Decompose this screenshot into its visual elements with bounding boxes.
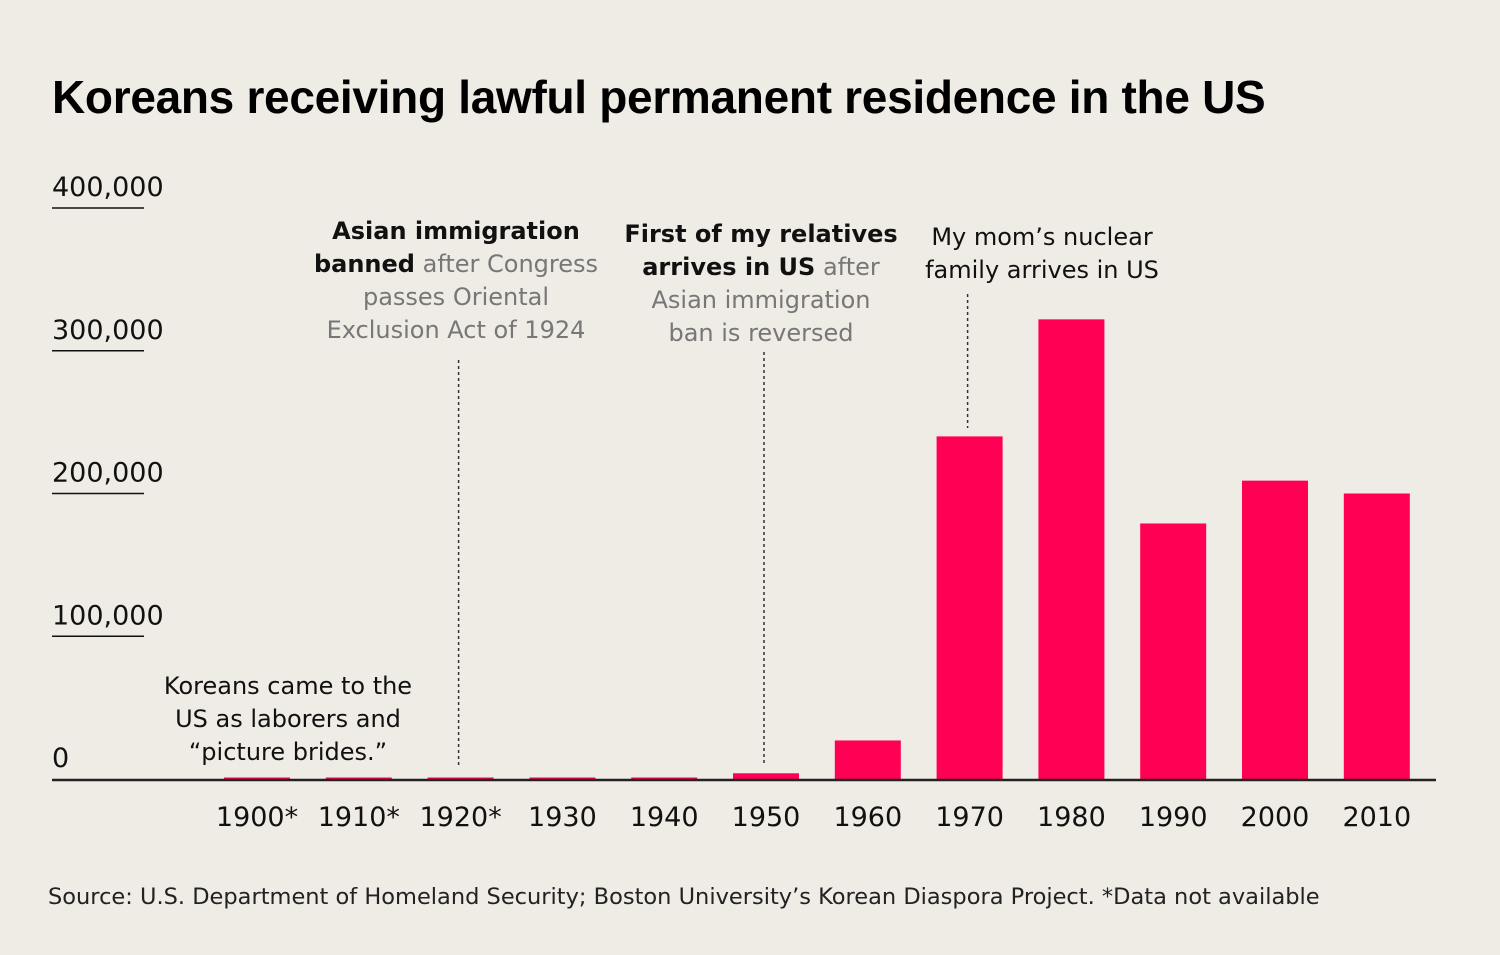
- bar-2000: [1242, 480, 1308, 779]
- x-tick-label: 2000: [1241, 802, 1310, 833]
- annotation-laborers: Koreans came to the US as laborers and “…: [148, 670, 428, 769]
- bars: [224, 319, 1410, 779]
- y-tick-label: 200,000: [52, 458, 164, 489]
- annotation-laborers-line-1: Koreans came to the: [163, 672, 413, 700]
- annotation-family-line-2: family arrives in US: [925, 256, 1159, 284]
- bar-1950: [733, 773, 799, 779]
- bar-1910: [325, 777, 392, 779]
- annotation-relatives-line-3: Asian immigration: [651, 286, 871, 314]
- annotation-ban: Asian immigration banned after Congress …: [296, 215, 616, 347]
- annotation-relatives-rest-2: after: [815, 253, 880, 281]
- annotation-ban-bold-2: banned: [313, 250, 415, 278]
- annotation-ban-bold-1: Asian immigration: [332, 217, 580, 245]
- y-tick-label: 100,000: [52, 600, 164, 631]
- bar-1900: [224, 777, 290, 779]
- bar-1940: [631, 777, 698, 779]
- bar-1990: [1140, 523, 1207, 779]
- bar-2010: [1343, 493, 1410, 779]
- annotation-laborers-line-3: “picture brides.”: [188, 738, 388, 766]
- annotation-relatives-line-4: ban is reversed: [668, 319, 854, 347]
- annotation-relatives-bold-2: arrives in US: [642, 253, 816, 281]
- x-axis: 1900* 1910* 1920* 1930 1940 1950 1960 1970 1980 1…: [52, 778, 1436, 833]
- bar-1930: [529, 777, 596, 779]
- annotation-relatives: First of my relatives arrives in US afte…: [601, 218, 921, 350]
- annotation-family-line-1: My mom’s nuclear: [931, 223, 1153, 251]
- annotation-laborers-line-2: US as laborers and: [175, 705, 401, 733]
- chart-title: Koreans receiving lawful permanent resid…: [52, 71, 1266, 123]
- x-tick-label: 2010: [1342, 802, 1411, 833]
- x-tick-label: 1960: [833, 802, 902, 833]
- y-tick-label: 0: [52, 743, 69, 774]
- annotation-relatives-bold-1: First of my relatives: [624, 220, 898, 248]
- x-tick-label: 1940: [630, 802, 699, 833]
- annotation-ban-line-3: passes Oriental: [362, 283, 550, 311]
- bar-1960: [834, 740, 901, 779]
- annotation-lines: [457, 294, 969, 768]
- y-tick-label: 400,000: [52, 172, 164, 203]
- x-tick-label: 1930: [528, 802, 597, 833]
- x-tick-label: 1950: [732, 802, 801, 833]
- x-tick-label: 1990: [1139, 802, 1208, 833]
- annotation-ban-rest-2: after Congress: [414, 250, 599, 278]
- x-tick-label: 1900*: [216, 802, 298, 833]
- annotation-family: My mom’s nuclear family arrives in US: [892, 221, 1192, 287]
- x-tick-label: 1910*: [318, 802, 400, 833]
- y-tick-label: 300,000: [52, 315, 164, 346]
- x-tick-label: 1920*: [419, 802, 501, 833]
- annotation-ban-line-4: Exclusion Act of 1924: [326, 316, 586, 344]
- bar-1980: [1038, 319, 1105, 779]
- y-axis: 0 100,000 200,000 300,000 400,000: [52, 172, 164, 774]
- x-tick-label: 1970: [935, 802, 1004, 833]
- source-note: Source: U.S. Department of Homeland Secu…: [48, 884, 1320, 910]
- bar-1920: [427, 777, 494, 779]
- x-tick-label: 1980: [1037, 802, 1106, 833]
- bar-1970: [936, 436, 1003, 779]
